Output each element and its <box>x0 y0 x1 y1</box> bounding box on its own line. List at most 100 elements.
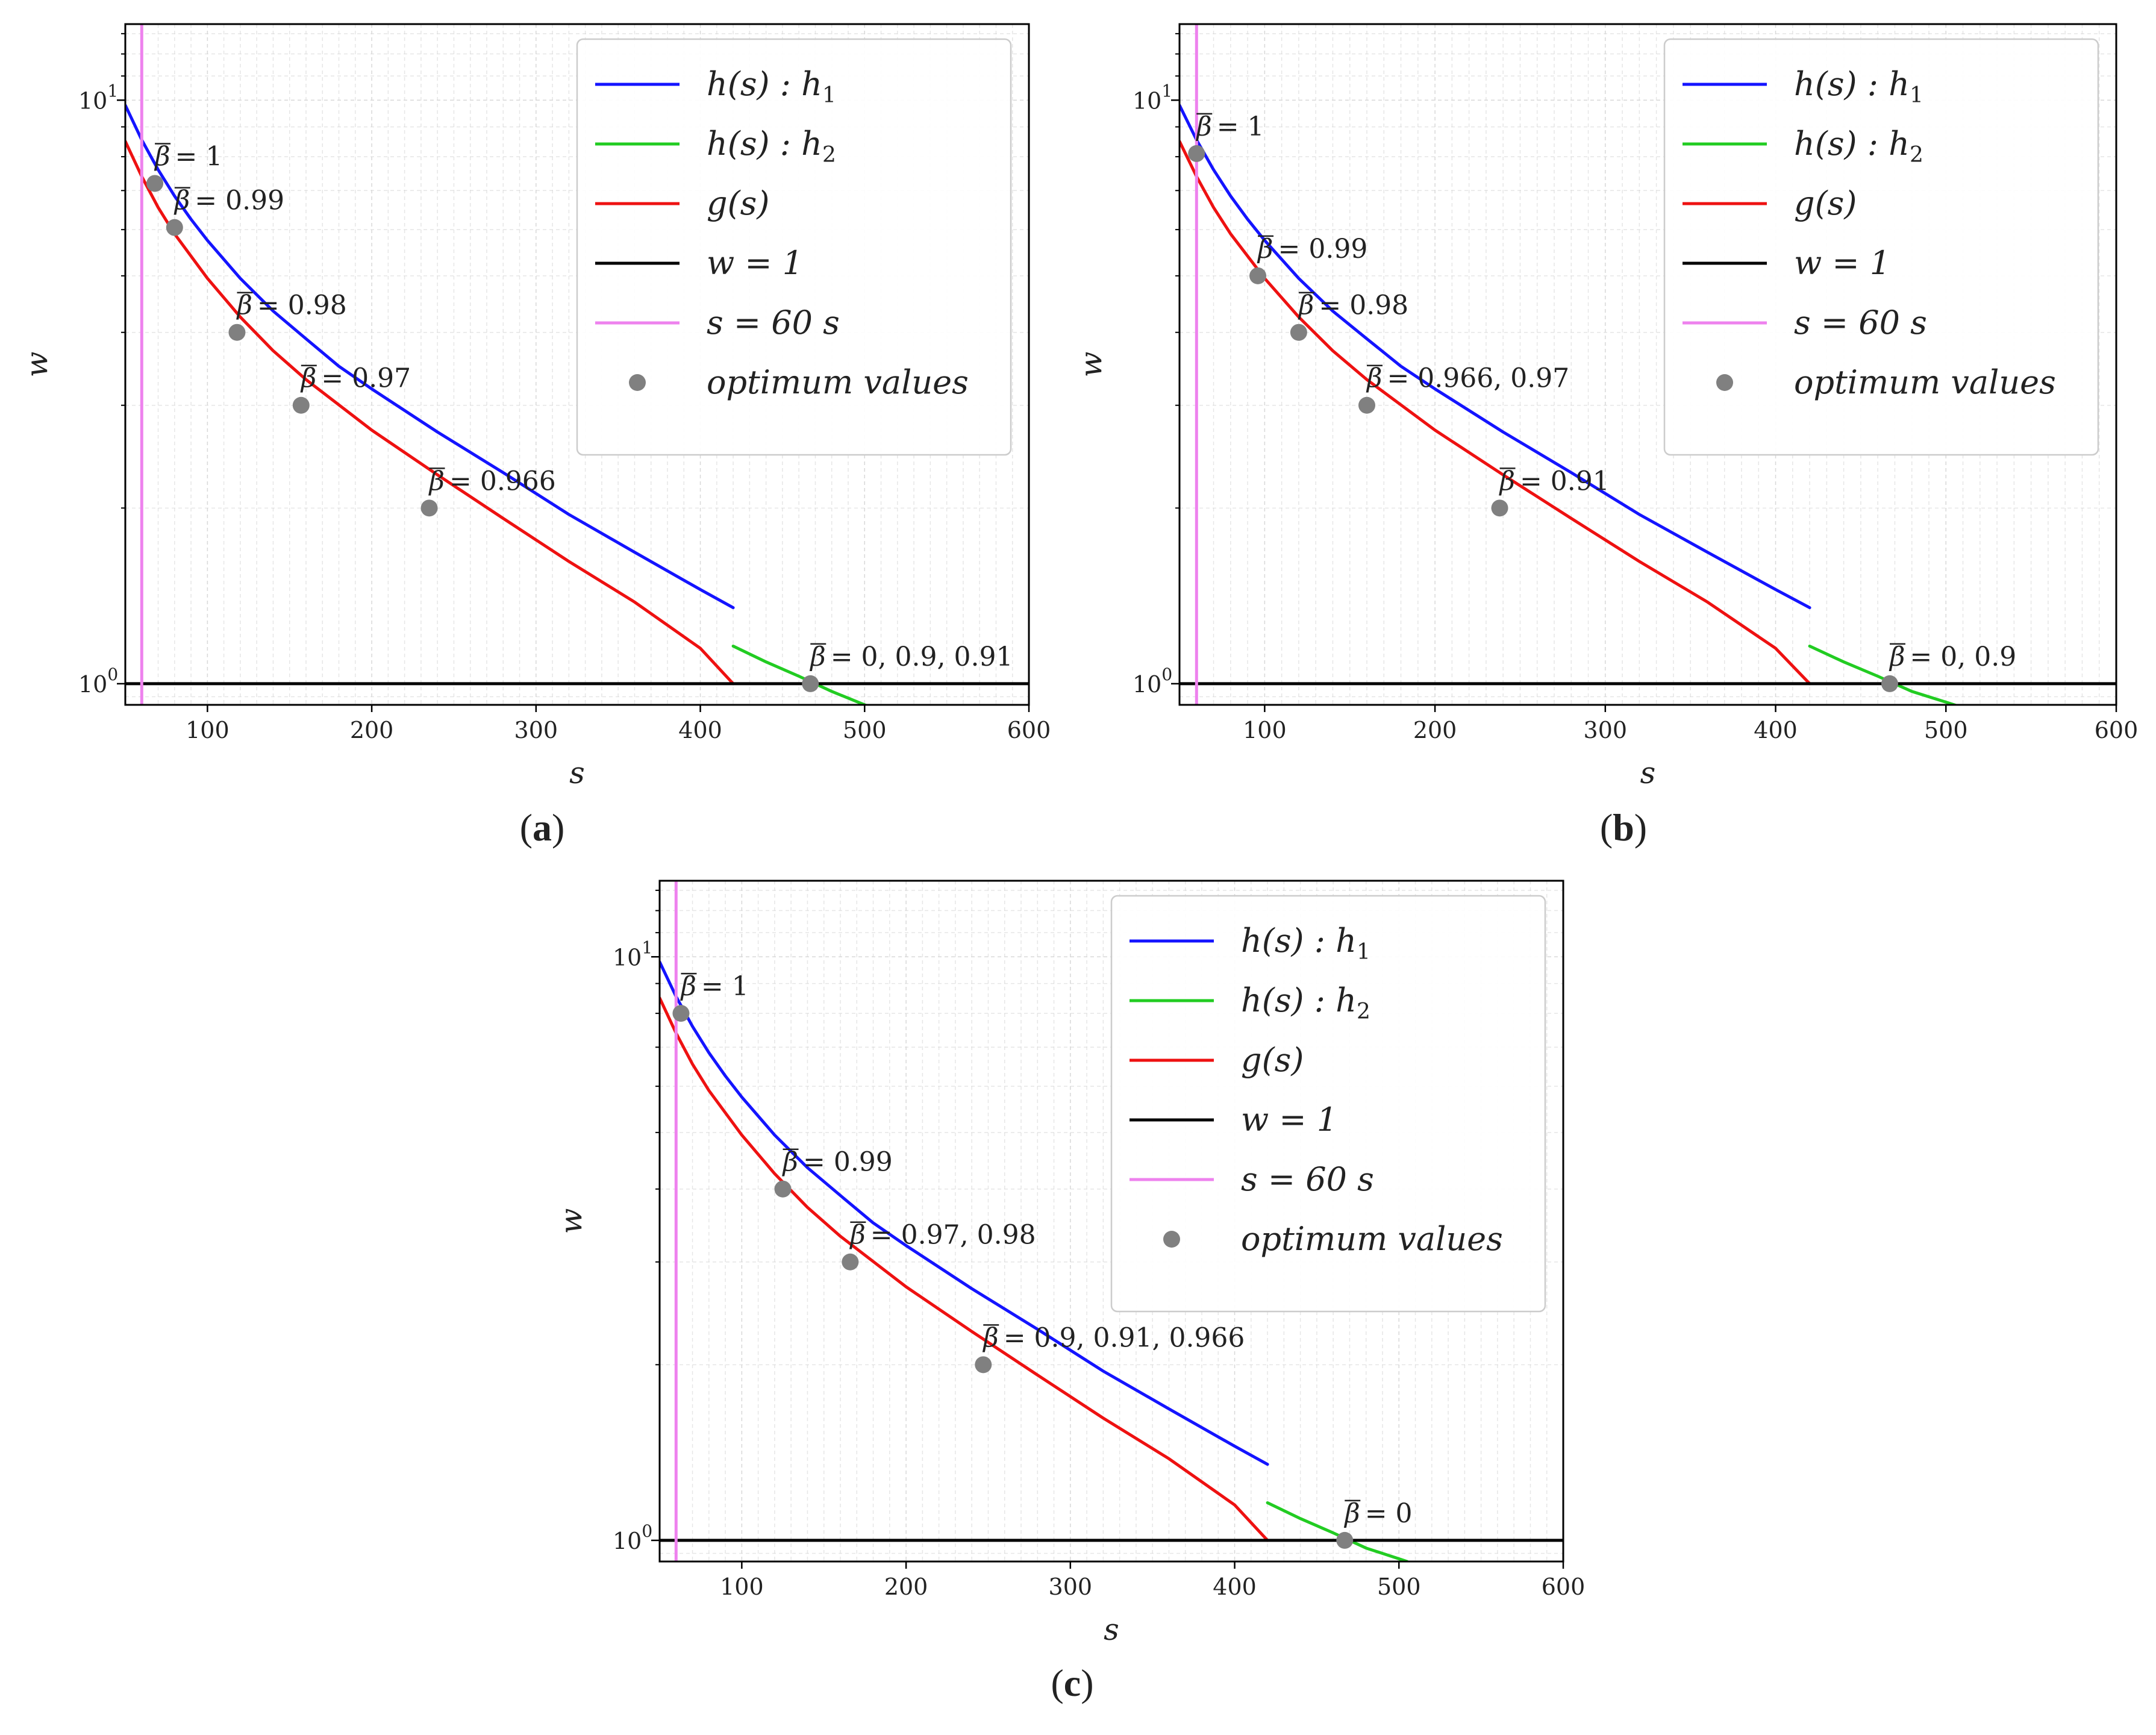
optimum-point <box>1358 396 1375 414</box>
optimum-point <box>1881 675 1898 692</box>
panel-label: (a) <box>520 806 565 849</box>
optimum-point <box>228 324 246 341</box>
optimum-point <box>975 1356 992 1374</box>
plot-frame <box>658 880 1564 1563</box>
series-line-g-s- <box>660 996 1269 1542</box>
point-annotation: β = 0.99 <box>173 186 284 216</box>
point-annotation: β = 0.97 <box>300 363 411 394</box>
legend-entry-label: s = 60 s <box>1241 1160 1374 1198</box>
optimum-point <box>1188 145 1205 162</box>
legend-entry-label: g(s) <box>1241 1041 1304 1079</box>
legend-entry-label: s = 60 s <box>707 304 840 342</box>
legend-swatch <box>1163 1231 1180 1248</box>
legend-entry-label: h(s) : h2 <box>1241 981 1370 1024</box>
point-annotation: β = 0, 0.9, 0.91 <box>809 642 1013 672</box>
plot-frame <box>124 23 1030 706</box>
x-tick-label: 500 <box>1924 717 1968 743</box>
chart-panel-b: β = 1 β = 0.99 β = 0.98 β = 0.966, 0.97 β = 0.91 β… <box>1073 23 2139 849</box>
point-annotation: β = 0.9, 0.91, 0.966 <box>982 1322 1245 1353</box>
series-group <box>1180 24 2116 705</box>
legend-swatch <box>1716 374 1733 391</box>
point-annotation: β = 0, 0.9 <box>1889 642 2016 672</box>
plot-frame <box>1178 23 2117 706</box>
legend-box <box>1110 895 1546 1313</box>
legend-entry-label: w = 1 <box>707 244 803 282</box>
legend-entry-label: optimum values <box>1794 363 2056 401</box>
x-tick-label: 600 <box>1007 717 1051 743</box>
x-axis-label: s <box>1104 1612 1119 1647</box>
legend: h(s) : h1 h(s) : h2 g(s) w = 1 s = 60 s optim… <box>1110 895 1546 1313</box>
point-annotation: β = 0 <box>1343 1498 1412 1529</box>
y-tick-label: 100 <box>613 1521 652 1554</box>
optimum-point <box>292 396 310 414</box>
x-tick-label: 600 <box>1542 1574 1586 1600</box>
x-tick-label: 600 <box>2095 717 2139 743</box>
point-annotation: β = 0.99 <box>1257 234 1367 264</box>
series-group <box>660 881 1563 1562</box>
optimum-point <box>842 1253 859 1271</box>
optimum-point <box>802 675 819 692</box>
optimum-point <box>420 499 438 517</box>
optimum-point <box>1491 499 1508 517</box>
legend-entry-label: s = 60 s <box>1794 304 1927 342</box>
legend-entry-label: optimum values <box>1241 1220 1503 1258</box>
legend-entry-label: w = 1 <box>1794 244 1890 282</box>
x-tick-label: 300 <box>1584 717 1628 743</box>
optimum-point <box>166 219 183 236</box>
legend-entry-label: h(s) : h1 <box>1241 922 1370 964</box>
y-tick-label: 101 <box>1133 81 1172 114</box>
x-tick-label: 400 <box>678 717 722 743</box>
point-annotation: β = 0.91 <box>1499 466 1610 496</box>
chart-panel-c: β = 1 β = 0.99 β = 0.97, 0.98 β = 0.9, 0.91, 0.… <box>554 880 1586 1704</box>
series-line-h-s-h1 <box>125 104 735 610</box>
series-line-g-s- <box>1180 140 1811 686</box>
y-tick-label: 100 <box>1133 664 1172 698</box>
x-tick-label: 200 <box>884 1574 928 1600</box>
optimum-point <box>146 175 164 192</box>
x-tick-label: 100 <box>720 1574 764 1600</box>
point-annotation: β = 0.966, 0.97 <box>1366 363 1569 394</box>
x-tick-label: 200 <box>1413 717 1457 743</box>
point-annotation: β = 0.98 <box>236 290 346 321</box>
y-tick-label: 101 <box>78 81 118 114</box>
legend-entry-label: h(s) : h2 <box>707 125 836 167</box>
legend-entry-label: h(s) : h1 <box>1794 65 1923 108</box>
y-axis-label: w <box>554 1208 589 1234</box>
x-axis-label: s <box>1640 755 1656 790</box>
legend-entry-label: h(s) : h2 <box>1794 125 1923 167</box>
legend-entry-label: w = 1 <box>1241 1101 1337 1139</box>
point-annotation: β = 0.99 <box>782 1147 893 1178</box>
x-tick-label: 200 <box>350 717 394 743</box>
legend-box <box>576 38 1012 456</box>
series-line-h-s-h1 <box>1180 104 1811 610</box>
optimum-point <box>1290 324 1307 341</box>
legend-entry-label: g(s) <box>1794 184 1857 222</box>
legend-entry-label: g(s) <box>707 184 769 222</box>
point-annotation: β = 0.98 <box>1298 290 1408 321</box>
x-tick-label: 300 <box>1049 1574 1093 1600</box>
optimum-point <box>672 1005 690 1022</box>
point-annotation: β = 0.966 <box>428 466 556 496</box>
x-tick-label: 500 <box>843 717 887 743</box>
y-axis-label: w <box>1073 352 1108 378</box>
legend-swatch <box>629 374 646 391</box>
panel-label: (c) <box>1051 1662 1093 1704</box>
x-tick-label: 400 <box>1754 717 1798 743</box>
point-annotation: β = 0.97, 0.98 <box>849 1220 1036 1251</box>
point-annotation: β = 1 <box>1195 111 1264 142</box>
optimum-point <box>774 1180 792 1198</box>
panel-label: (b) <box>1600 806 1647 849</box>
legend-box <box>1663 38 2099 456</box>
legend: h(s) : h1 h(s) : h2 g(s) w = 1 s = 60 s optim… <box>576 38 1012 456</box>
x-tick-label: 300 <box>514 717 558 743</box>
series-line-g-s- <box>125 140 735 686</box>
legend: h(s) : h1 h(s) : h2 g(s) w = 1 s = 60 s optim… <box>1663 38 2099 456</box>
x-tick-label: 100 <box>1243 717 1287 743</box>
legend-entry-label: optimum values <box>707 363 969 401</box>
y-tick-label: 100 <box>78 664 118 698</box>
series-line-h-s-h1 <box>660 960 1269 1466</box>
y-tick-label: 101 <box>613 937 652 971</box>
x-tick-label: 100 <box>186 717 230 743</box>
x-tick-label: 400 <box>1213 1574 1257 1600</box>
